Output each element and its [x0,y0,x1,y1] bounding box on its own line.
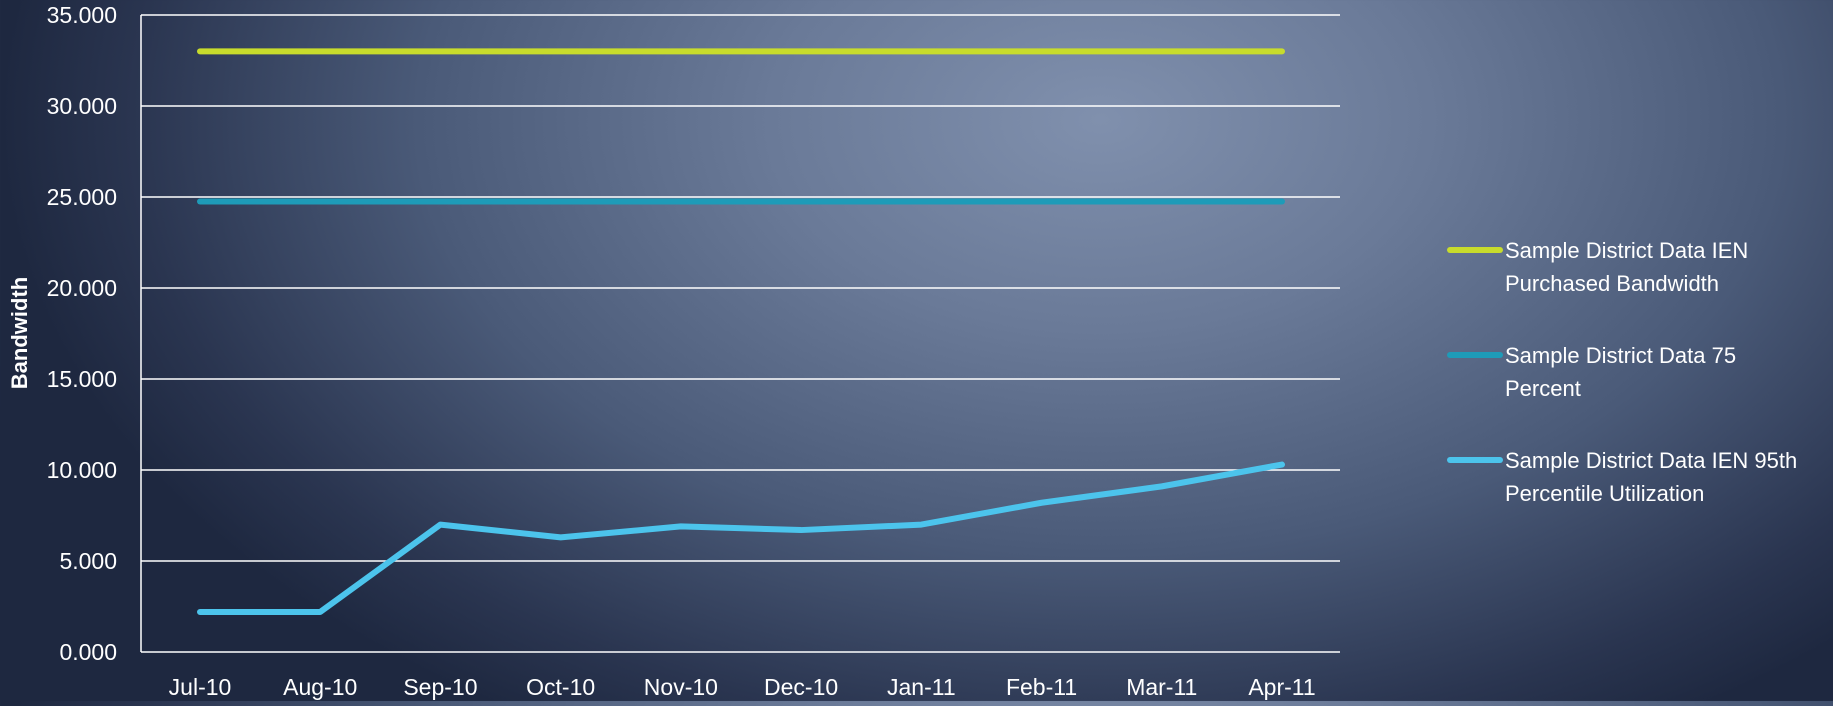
legend: Sample District Data IEN Purchased Bandwi… [1447,238,1797,506]
series-line [197,461,1285,615]
x-tick-label: Jul-10 [169,674,232,700]
x-tick-label: Mar-11 [1126,674,1197,700]
x-tick-label: Feb-11 [1006,674,1077,700]
gridlines [140,14,1340,653]
x-tick-label: Apr-11 [1248,674,1315,700]
legend-label: Percent [1505,376,1581,401]
x-tick-label: Aug-10 [283,674,357,700]
y-tick-label: 0.000 [59,639,117,665]
x-tick-label: Nov-10 [644,674,718,700]
y-tick-label: 10.000 [47,457,117,483]
y-tick-label: 20.000 [47,275,117,301]
x-tick-label: Sep-10 [403,674,477,700]
y-tick-label: 15.000 [47,366,117,392]
y-tick-label: 5.000 [59,548,117,574]
y-tick-label: 25.000 [47,184,117,210]
y-axis-tick-labels: 0.000 5.000 10.000 15.000 20.000 25.000 30.000… [47,2,117,665]
series-lines [197,48,1285,615]
x-tick-label: Jan-11 [887,674,956,700]
legend-label: Percentile Utilization [1505,481,1704,506]
y-tick-label: 30.000 [47,93,117,119]
y-axis-title: Bandwidth [7,277,32,389]
x-tick-label: Dec-10 [764,674,838,700]
legend-label: Purchased Bandwidth [1505,271,1719,296]
legend-label: Sample District Data 75 [1505,343,1736,368]
legend-label: Sample District Data IEN 95th [1505,448,1797,473]
x-tick-label: Oct-10 [526,674,595,700]
x-axis-tick-labels: Jul-10 Aug-10 Sep-10 Oct-10 Nov-10 Dec-10 Jan-… [169,674,1316,700]
legend-label: Sample District Data IEN [1505,238,1748,263]
y-tick-label: 35.000 [47,2,117,28]
